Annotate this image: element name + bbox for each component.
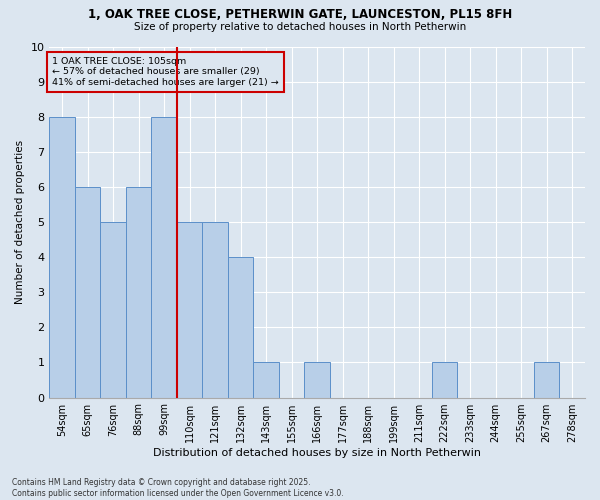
Text: 1 OAK TREE CLOSE: 105sqm
← 57% of detached houses are smaller (29)
41% of semi-d: 1 OAK TREE CLOSE: 105sqm ← 57% of detach…: [52, 57, 279, 87]
Bar: [100, 222, 126, 398]
Bar: [432, 362, 457, 398]
Bar: [202, 222, 228, 398]
Text: 1, OAK TREE CLOSE, PETHERWIN GATE, LAUNCESTON, PL15 8FH: 1, OAK TREE CLOSE, PETHERWIN GATE, LAUNC…: [88, 8, 512, 20]
Bar: [75, 187, 100, 398]
Bar: [253, 362, 279, 398]
Text: Size of property relative to detached houses in North Petherwin: Size of property relative to detached ho…: [134, 22, 466, 32]
Bar: [304, 362, 330, 398]
Bar: [177, 222, 202, 398]
Bar: [49, 116, 75, 398]
Bar: [534, 362, 559, 398]
Bar: [228, 257, 253, 398]
Bar: [151, 116, 177, 398]
X-axis label: Distribution of detached houses by size in North Petherwin: Distribution of detached houses by size …: [153, 448, 481, 458]
Bar: [126, 187, 151, 398]
Y-axis label: Number of detached properties: Number of detached properties: [15, 140, 25, 304]
Text: Contains HM Land Registry data © Crown copyright and database right 2025.
Contai: Contains HM Land Registry data © Crown c…: [12, 478, 344, 498]
